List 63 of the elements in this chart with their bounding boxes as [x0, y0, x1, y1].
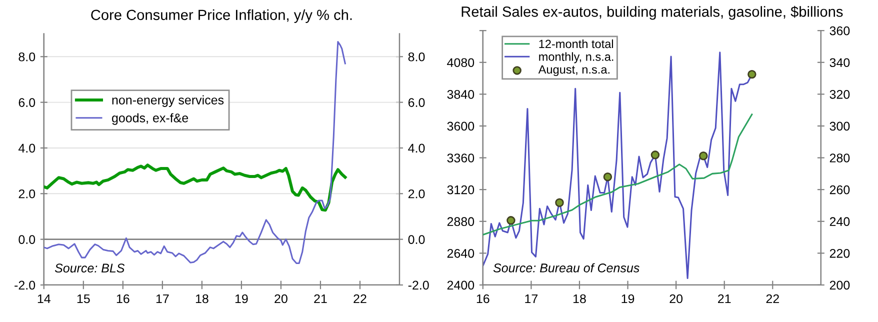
x-tick-label: 22	[354, 294, 366, 304]
x-tick-label: 17	[156, 294, 169, 304]
point	[555, 198, 564, 207]
y2-tick-label: 220	[830, 248, 850, 258]
y-tick-label: 3840	[447, 90, 474, 99]
x-tick-label: 21	[314, 294, 327, 304]
y-tick-label: -2.0	[14, 280, 36, 290]
y-tick-label: 0.0	[18, 235, 36, 244]
x-tick-label: 16	[476, 294, 490, 304]
legend-label: monthly, n.s.a.	[539, 52, 614, 64]
point	[699, 152, 708, 160]
legend-label: 12-month total	[539, 39, 614, 48]
chart-title: Core Consumer Price Inflation, y/y % ch.	[91, 9, 352, 23]
y2-tick-label: 360	[830, 26, 850, 36]
legend-label: goods, ex-f&e	[112, 113, 188, 125]
y2-tick-label: 280	[830, 154, 850, 162]
annotation: Source: BLS	[54, 264, 125, 273]
y-tick-label: 3360	[447, 154, 474, 162]
y-tick-label: 2400	[447, 280, 474, 290]
x-tick-label: 18	[196, 294, 208, 304]
point	[603, 172, 612, 182]
y-tick-label: 8.0	[18, 52, 36, 62]
annotation: Source: Bureau of Census	[493, 263, 640, 272]
legend-label: non-energy services	[112, 95, 224, 107]
legend-label: August, n.s.a.	[538, 65, 610, 76]
x-tick-label: 17	[525, 294, 538, 304]
y2-tick-label: 240	[830, 217, 850, 226]
x-tick-label: 15	[77, 294, 90, 304]
y2-tick-label: 300	[830, 122, 850, 131]
y2-tick-label: 260	[830, 185, 850, 194]
y-tick-label: 3600	[447, 122, 474, 131]
y-tick-label: 2.0	[18, 189, 36, 198]
chart-title: Retail Sales ex-autos, building materials, gasoline, $billions	[462, 6, 843, 20]
y2-tick-label: 2.0	[408, 189, 425, 198]
y-tick-label: 2880	[447, 217, 474, 226]
x-tick-label: 19	[622, 294, 634, 304]
y2-tick-label: 4.0	[408, 144, 425, 153]
y2-tick-label: 200	[830, 280, 850, 290]
x-tick-label: 16	[116, 294, 130, 304]
y-tick-label: 2640	[447, 248, 474, 258]
x-tick-label: 14	[38, 294, 50, 304]
y2-tick-label: 6.0	[408, 98, 425, 107]
point	[506, 216, 516, 225]
point	[650, 150, 660, 160]
y2-tick-label: 8.0	[408, 52, 425, 62]
y2-tick-label: 0.0	[408, 235, 425, 244]
y-tick-label: 4080	[447, 58, 474, 68]
x-tick-label: 19	[235, 294, 248, 304]
x-tick-label: 18	[573, 294, 586, 304]
y2-tick-label: 340	[830, 58, 850, 68]
y2-tick-label: -2.0	[408, 280, 429, 290]
x-tick-label: 20	[670, 294, 683, 304]
y-tick-label: 4.0	[18, 144, 36, 153]
y-tick-label: 3120	[447, 185, 474, 194]
point	[748, 70, 756, 79]
line-series	[482, 114, 753, 236]
x-tick-label: 22	[766, 294, 779, 304]
x-tick-label: 20	[274, 294, 288, 304]
y2-tick-label: 320	[830, 90, 850, 99]
x-tick-label: 21	[718, 294, 731, 304]
line-series	[44, 41, 346, 264]
y-tick-label: 6.0	[18, 98, 36, 107]
line-series	[44, 164, 347, 212]
